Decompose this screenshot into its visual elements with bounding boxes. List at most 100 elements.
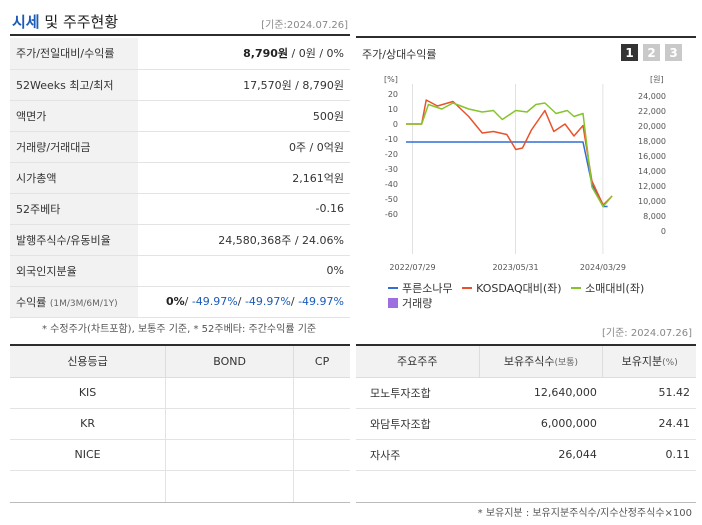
y-right-tick-label: 0: [661, 227, 666, 236]
table-row: 52Weeks 최고/최저 17,570원 / 8,790원: [10, 69, 350, 101]
bond-cell: [165, 439, 295, 471]
section-title: 시세 및 주주현황: [12, 13, 119, 31]
holder-pct: 24.41: [602, 408, 696, 440]
table-row: 와담투자조합 6,000,000 24.41: [356, 408, 696, 440]
table-row: [10, 470, 350, 503]
x-tick-label: 2022/07/29: [389, 263, 435, 272]
table-row: 52주베타 -0.16: [10, 193, 350, 225]
bond-cell: [165, 377, 295, 409]
agency-cell: KIS: [10, 377, 167, 409]
holder-name: 와담투자조합: [356, 408, 480, 440]
footnote: * 보유지분 : 보유지분주식수/지수산정주식수×100: [477, 508, 692, 519]
col-header: 보유지분(%): [602, 345, 696, 378]
y-left-tick-label: 20: [388, 90, 398, 99]
holders-base-date: [기준: 2024.07.26]: [601, 328, 692, 339]
left-unit-label: [%]: [384, 75, 398, 84]
x-tick-label: 2023/05/31: [492, 263, 538, 272]
chart-title: 주가/상대수익률: [362, 48, 437, 61]
col-header: CP: [293, 345, 350, 378]
bond-cell: [165, 408, 295, 440]
row-value: 0주 / 0억원: [138, 131, 350, 163]
holder-shares: 6,000,000: [479, 408, 603, 440]
y-right-tick-label: 24,000: [638, 92, 666, 101]
table-row: 시가총액 2,161억원: [10, 162, 350, 194]
col-header: BOND: [165, 345, 295, 378]
y-left-tick-label: 10: [388, 105, 398, 114]
row-label: 액면가: [10, 100, 138, 132]
row-label: 52Weeks 최고/최저: [10, 69, 138, 101]
holder-shares: 12,640,000: [479, 377, 603, 409]
table-row: KR: [10, 408, 350, 440]
col-header: 신용등급: [10, 345, 167, 378]
table-row: 자사주 26,044 0.11: [356, 439, 696, 471]
table-row: 발행주식수/유동비율 24,580,368주 / 24.06%: [10, 224, 350, 256]
right-unit-label: [원]: [650, 75, 664, 84]
y-right-tick-label: 22,000: [638, 107, 666, 116]
cp-cell: [293, 377, 350, 409]
table-row: 수익률 (1M/3M/6M/1Y) 0%/ -49.97%/ -49.97%/ …: [10, 286, 350, 318]
row-value: 0%: [138, 255, 350, 287]
section-header: 시세 및 주주현황 [기준:2024.07.26]: [10, 6, 350, 36]
row-label: 외국인지분율: [10, 255, 138, 287]
y-left-tick-label: -30: [385, 165, 398, 174]
table-row: [356, 470, 696, 503]
holder-pct: 51.42: [602, 377, 696, 409]
legend-item: 소매대비(좌): [571, 281, 644, 296]
chart-page-3-button[interactable]: 3: [665, 44, 682, 61]
series-line: [406, 99, 613, 206]
y-left-tick-label: -60: [385, 210, 398, 219]
row-value: 500원: [138, 100, 350, 132]
col-header: 주요주주: [356, 345, 480, 378]
holder-shares: 26,044: [479, 439, 603, 471]
chart-pager: 1 2 3: [621, 44, 682, 61]
series-line: [406, 102, 613, 208]
table-row: NICE: [10, 439, 350, 471]
holder-name: 자사주: [356, 439, 480, 471]
row-label: 주가/전일대비/수익률: [10, 38, 138, 70]
y-right-tick-label: 18,000: [638, 137, 666, 146]
row-label: 시가총액: [10, 162, 138, 194]
holder-name: 모노투자조합: [356, 377, 480, 409]
chart-panel: 주가/상대수익률 1 2 3 [%] [원] 20 10 0 -10 -20 -30 -40…: [356, 36, 696, 310]
y-left-tick-label: -50: [385, 195, 398, 204]
y-left-tick-label: -20: [385, 150, 398, 159]
chart-page-1-button[interactable]: 1: [621, 44, 638, 61]
table-row: 외국인지분율 0%: [10, 255, 350, 287]
y-right-tick-label: 12,000: [638, 182, 666, 191]
table-row: 거래량/거래대금 0주 / 0억원: [10, 131, 350, 163]
row-value: 8,790원 / 0원 / 0%: [138, 38, 350, 70]
line-chart: [%] [원] 20 10 0 -10 -20 -30 -40 -50 -60 24,000 22,…: [384, 75, 666, 272]
row-value: 24,580,368주 / 24.06%: [138, 224, 350, 256]
table-row: 주가/전일대비/수익률 8,790원 / 0원 / 0%: [10, 38, 350, 70]
table-row: 모노투자조합 12,640,000 51.42: [356, 377, 696, 409]
legend-swatch: [462, 287, 473, 289]
major-shareholders-table: 주요주주 보유주식수(보통) 보유지분(%) 모노투자조합 12,640,000…: [356, 344, 696, 503]
y-left-tick-label: -40: [385, 180, 398, 189]
agency-cell: KR: [10, 408, 167, 440]
row-value: 2,161억원: [138, 162, 350, 194]
row-label: 거래량/거래대금: [10, 131, 138, 163]
chart-page-2-button[interactable]: 2: [643, 44, 660, 61]
x-tick-label: 2024/03/29: [580, 263, 626, 272]
y-right-tick-label: 16,000: [638, 152, 666, 161]
legend-swatch: [388, 298, 398, 308]
y-right-tick-label: 14,000: [638, 167, 666, 176]
y-right-tick-label: 20,000: [638, 122, 666, 131]
y-right-tick-label: 10,000: [638, 197, 666, 206]
table-row: KIS: [10, 377, 350, 409]
col-header: 보유주식수(보통): [479, 345, 604, 378]
returns-value: 0%/ -49.97%/ -49.97%/ -49.97%: [138, 286, 350, 318]
cp-cell: [293, 439, 350, 471]
row-label: 발행주식수/유동비율: [10, 224, 138, 256]
row-value: 17,570원 / 8,790원: [138, 69, 350, 101]
legend-item: 거래량: [388, 296, 432, 311]
chart-legend: 푸른소나무 KOSDAQ대비(좌) 소매대비(좌) 거래량: [388, 278, 688, 312]
legend-swatch: [388, 287, 398, 289]
legend-item: KOSDAQ대비(좌): [462, 281, 562, 296]
series-line: [406, 141, 608, 208]
y-left-tick-label: -10: [385, 135, 398, 144]
legend-swatch: [571, 287, 582, 289]
agency-cell: NICE: [10, 439, 167, 471]
cp-cell: [293, 408, 350, 440]
legend-item: 푸른소나무: [388, 281, 453, 296]
